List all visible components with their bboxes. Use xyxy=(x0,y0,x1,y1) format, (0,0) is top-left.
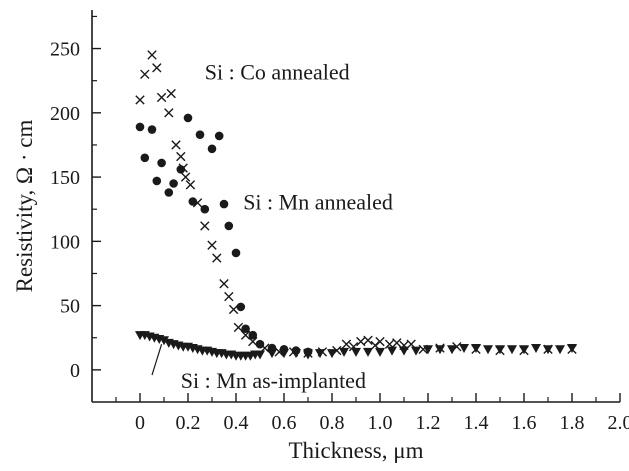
cross-point xyxy=(342,340,350,348)
circle-point xyxy=(241,324,250,333)
circle-point xyxy=(196,130,205,139)
x-tick-label: 0.8 xyxy=(320,412,345,434)
circle-point xyxy=(208,145,217,154)
triangle-point xyxy=(339,348,349,357)
x-tick-label: 0 xyxy=(135,412,145,434)
triangle-point xyxy=(303,350,313,359)
y-tick-label: 50 xyxy=(60,296,80,318)
y-tick-label: 250 xyxy=(50,39,80,61)
cross-point xyxy=(157,93,165,101)
x-tick-label: 0.4 xyxy=(224,412,249,434)
triangle-point xyxy=(519,345,529,354)
triangle-point xyxy=(531,344,541,353)
labels-layer: 0 0.2 0.4 0.6 0.8 1.0 1.2 1.4 1.6 1.8 2.0 0 50 100 150… xyxy=(12,39,629,463)
x-tick-label: 0.2 xyxy=(176,412,201,434)
triangle-point xyxy=(555,345,565,354)
triangle-point xyxy=(459,344,469,353)
circle-point xyxy=(220,200,229,209)
cross-point xyxy=(165,109,173,117)
y-axis-title: Resistivity, Ω · cm xyxy=(12,120,37,293)
triangle-point xyxy=(471,344,481,353)
cross-point xyxy=(148,51,156,59)
cross-point xyxy=(186,181,194,189)
y-tick-label: 0 xyxy=(70,360,80,382)
triangle-point xyxy=(567,344,577,353)
circle-point xyxy=(165,188,174,197)
y-tick-label: 200 xyxy=(50,103,80,125)
cross-point xyxy=(234,323,242,331)
triangle-point xyxy=(495,345,505,354)
annotation-leader-line xyxy=(152,344,162,375)
circle-point xyxy=(136,123,145,132)
triangle-point xyxy=(447,345,457,354)
triangle-point xyxy=(375,348,385,357)
x-tick-label: 2.0 xyxy=(608,412,629,434)
circle-point xyxy=(256,340,265,349)
circle-point xyxy=(148,125,157,134)
annotation-si-mn-as-implanted: Si : Mn as-implanted xyxy=(181,368,366,393)
cross-point xyxy=(357,337,365,345)
cross-point xyxy=(201,222,209,230)
cross-point xyxy=(376,337,384,345)
annotation-si-mn-annealed: Si : Mn annealed xyxy=(243,190,393,215)
y-tick-label: 100 xyxy=(50,231,80,253)
cross-point xyxy=(225,292,233,300)
circle-point xyxy=(141,154,150,163)
circle-point xyxy=(189,197,198,206)
triangle-point xyxy=(507,345,517,354)
triangle-point xyxy=(327,349,337,358)
triangle-point xyxy=(387,347,397,356)
x-tick-label: 0.6 xyxy=(272,412,297,434)
triangle-point xyxy=(435,345,445,354)
circle-point xyxy=(249,331,258,340)
cross-point xyxy=(213,254,221,262)
triangle-point xyxy=(351,348,361,357)
circle-point xyxy=(237,303,246,312)
cross-point xyxy=(136,96,144,104)
cross-point xyxy=(220,280,228,288)
triangle-point xyxy=(363,348,373,357)
circle-point xyxy=(157,159,166,168)
cross-point xyxy=(208,241,216,249)
triangle-point xyxy=(411,347,421,356)
circle-point xyxy=(177,165,186,174)
circle-point xyxy=(169,179,178,188)
x-tick-label: 1.8 xyxy=(560,412,585,434)
y-tick-label: 150 xyxy=(50,167,80,189)
cross-point xyxy=(393,339,401,347)
x-tick-label: 1.0 xyxy=(368,412,393,434)
triangle-point xyxy=(483,345,493,354)
circle-point xyxy=(184,114,193,123)
cross-point xyxy=(177,152,185,160)
x-axis-title: Thickness, μm xyxy=(289,438,424,463)
cross-point xyxy=(141,70,149,78)
triangle-point xyxy=(267,349,277,358)
x-tick-label: 1.4 xyxy=(464,412,489,434)
circle-point xyxy=(215,132,224,141)
circle-point xyxy=(232,249,241,258)
circle-point xyxy=(153,177,162,186)
annotation-si-co-annealed: Si : Co annealed xyxy=(205,60,350,85)
circle-point xyxy=(201,205,210,214)
cross-point xyxy=(364,336,372,344)
cross-point xyxy=(172,141,180,149)
circle-point xyxy=(225,222,234,231)
x-tick-label: 1.6 xyxy=(512,412,537,434)
cross-point xyxy=(153,64,161,72)
triangle-point xyxy=(399,347,409,356)
cross-point xyxy=(167,89,175,97)
x-tick-label: 1.2 xyxy=(416,412,441,434)
cross-point xyxy=(181,173,189,181)
